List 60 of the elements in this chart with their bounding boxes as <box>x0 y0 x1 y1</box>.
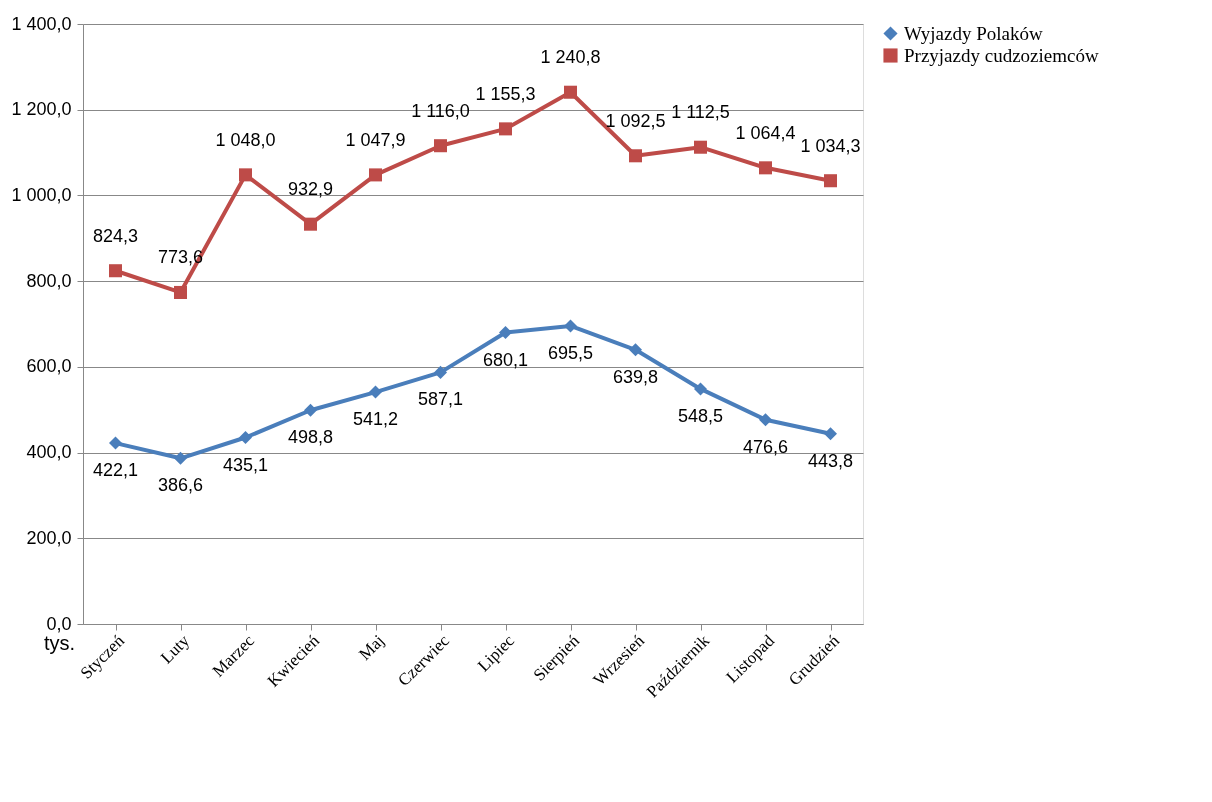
y-tick-label: 1 000,0 <box>11 184 72 205</box>
data-label: 824,3 <box>92 225 139 246</box>
data-label: 443,8 <box>807 450 854 471</box>
data-label: 1 240,8 <box>540 47 601 68</box>
point <box>303 403 318 417</box>
point <box>498 122 513 136</box>
x-tick-label: Maj <box>355 631 389 664</box>
data-label: 548,5 <box>677 405 724 426</box>
data-label: 1 047,9 <box>345 129 406 150</box>
data-label: 932,9 <box>287 179 334 200</box>
data-label: 435,1 <box>222 454 269 475</box>
data-label: 639,8 <box>612 366 659 387</box>
y-tick-label: 1 200,0 <box>11 99 72 120</box>
point <box>108 264 123 278</box>
y-tick-label: 400,0 <box>26 442 72 463</box>
data-label: 1 155,3 <box>475 83 536 104</box>
data-label: 587,1 <box>417 389 464 410</box>
point <box>563 319 578 333</box>
point <box>238 168 253 182</box>
point <box>823 174 838 188</box>
legend-label: Wyjazdy Polaków <box>904 22 1043 44</box>
point <box>823 427 838 441</box>
data-label: 1 116,0 <box>411 100 470 121</box>
data-label: 498,8 <box>287 427 334 448</box>
point <box>303 217 318 231</box>
point <box>368 385 383 399</box>
point <box>173 285 188 299</box>
y-tick-label: 200,0 <box>26 527 72 548</box>
y-tick-label: 800,0 <box>26 270 72 291</box>
data-label: 386,6 <box>157 475 204 496</box>
point <box>628 149 643 163</box>
point <box>433 365 448 379</box>
point <box>758 161 773 175</box>
x-tick-label: Luty <box>156 630 194 668</box>
data-label: 476,6 <box>742 436 789 457</box>
y-tick-label: 0,0 <box>46 613 72 634</box>
y-tick-label: 600,0 <box>26 356 72 377</box>
legend-label: Przyjazdy cudzoziemców <box>904 44 1099 66</box>
data-label: 1 048,0 <box>215 129 276 150</box>
point <box>628 343 643 357</box>
point <box>368 168 383 182</box>
point <box>563 85 578 99</box>
y-axis-title: tys. <box>43 632 75 654</box>
data-label: 422,1 <box>92 460 139 481</box>
data-label: 680,1 <box>482 349 529 370</box>
point <box>238 431 253 445</box>
data-label: 1 034,3 <box>800 135 861 156</box>
point <box>758 413 773 427</box>
y-tick-label: 1 400,0 <box>11 13 72 34</box>
data-label: 1 092,5 <box>605 110 666 131</box>
point <box>498 326 513 340</box>
point <box>433 139 448 153</box>
point <box>693 140 708 154</box>
data-label: 541,2 <box>352 409 399 430</box>
point <box>173 451 188 465</box>
data-label: 1 112,5 <box>671 102 730 123</box>
data-label: 1 064,4 <box>735 122 796 143</box>
point <box>108 436 123 450</box>
point <box>693 382 708 396</box>
data-label: 695,5 <box>547 342 594 363</box>
